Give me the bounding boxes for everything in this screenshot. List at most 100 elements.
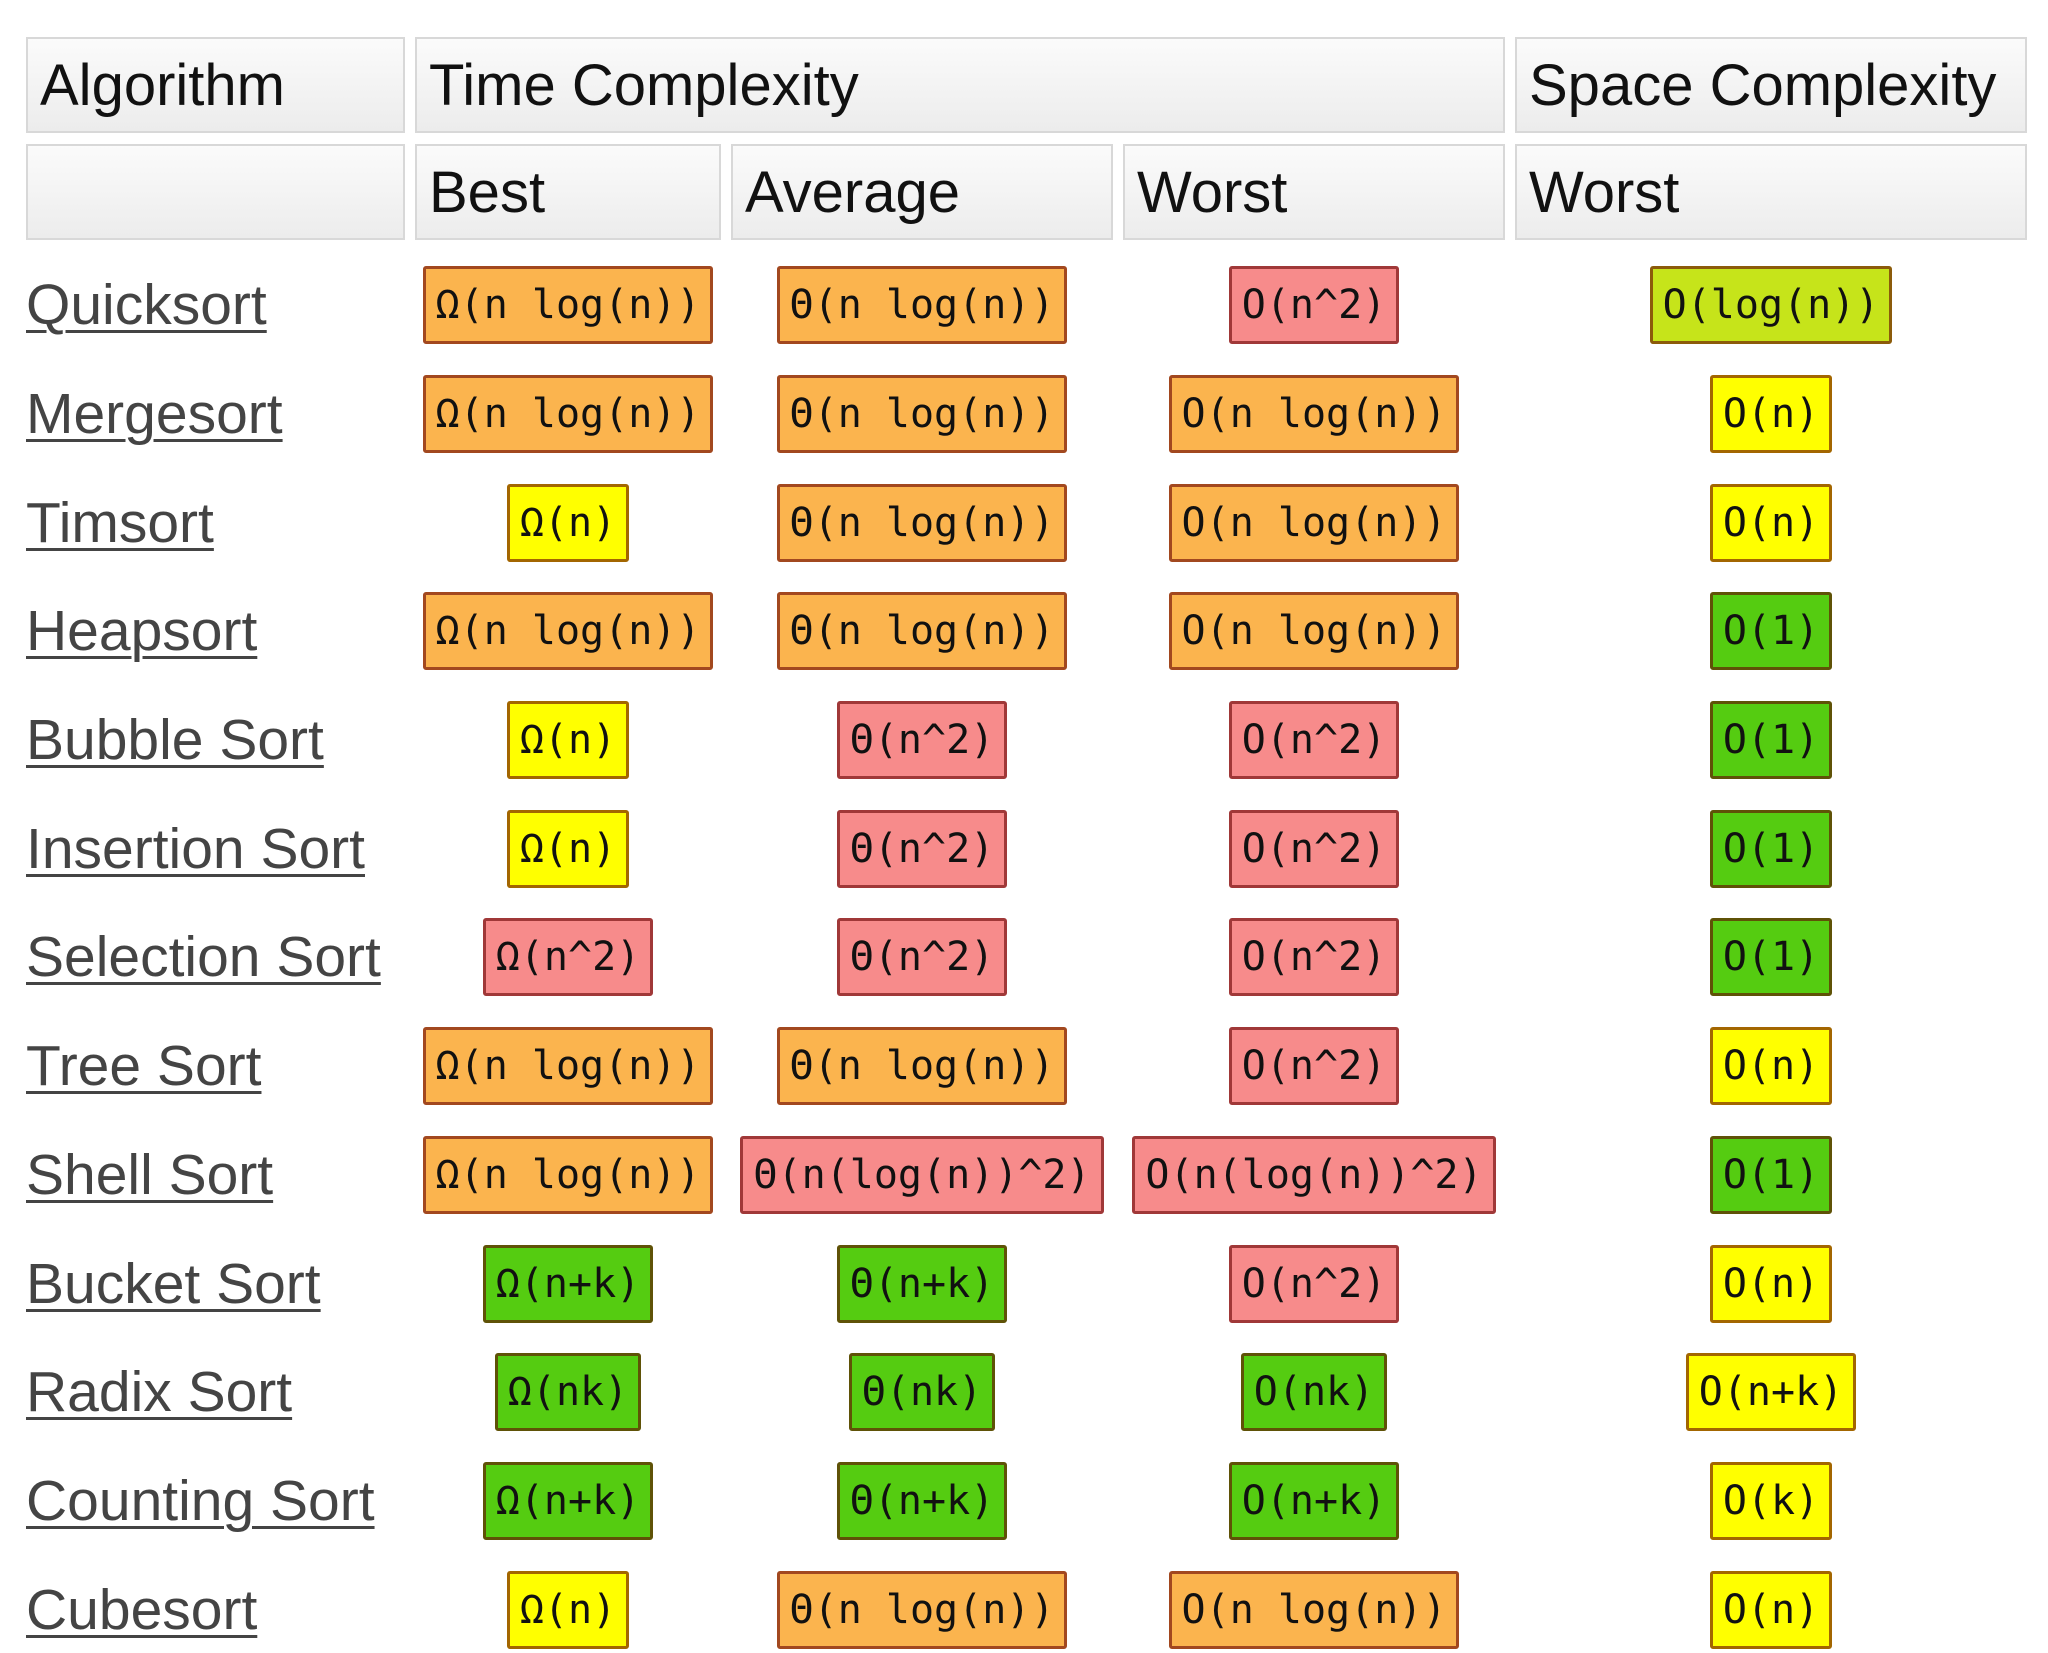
algorithm-link[interactable]: Cubesort [26, 1577, 258, 1642]
complexity-badge: O(k) [1709, 1461, 1833, 1540]
algorithm-link[interactable]: Bubble Sort [26, 708, 324, 773]
complexity-cell: Ω(n+k) [415, 1458, 721, 1545]
header-cell: Algorithm [26, 37, 405, 133]
complexity-cell: Θ(n log(n)) [731, 1023, 1113, 1110]
complexity-cell: O(n log(n)) [1123, 1566, 1505, 1653]
complexity-cell: Ω(n log(n)) [415, 588, 721, 675]
complexity-badge: Ω(n) [506, 701, 630, 780]
complexity-cell: O(nk) [1123, 1349, 1505, 1436]
complexity-cell: O(n+k) [1123, 1458, 1505, 1545]
header-cell: Worst [1123, 144, 1505, 240]
complexity-cell: O(n^2) [1123, 805, 1505, 892]
complexity-cell: O(n log(n)) [1123, 479, 1505, 566]
algorithm-link[interactable]: Radix Sort [26, 1360, 293, 1425]
complexity-cell: Ω(n^2) [415, 914, 721, 1001]
algorithm-link[interactable]: Timsort [26, 490, 214, 555]
complexity-badge: Θ(n^2) [836, 701, 1008, 780]
complexity-badge: Θ(n log(n)) [776, 266, 1068, 345]
complexity-badge: Θ(n log(n)) [776, 1027, 1068, 1106]
complexity-badge: O(n+k) [1228, 1461, 1400, 1540]
complexity-cell: Θ(nk) [731, 1349, 1113, 1436]
header-cell: Average [731, 144, 1113, 240]
complexity-badge: Ω(n) [506, 1570, 630, 1649]
complexity-cell: O(n) [1515, 1023, 2027, 1110]
complexity-badge: O(n^2) [1228, 1244, 1400, 1323]
complexity-badge: Θ(n log(n)) [776, 1570, 1068, 1649]
header-cell: Space Complexity [1515, 37, 2027, 133]
complexity-badge: O(1) [1709, 809, 1833, 888]
algorithm-link[interactable]: Insertion Sort [26, 816, 365, 881]
complexity-cell: O(n) [1515, 1240, 2027, 1327]
complexity-badge: O(1) [1709, 701, 1833, 780]
algorithm-link[interactable]: Mergesort [26, 382, 283, 447]
complexity-badge: Ω(n log(n)) [422, 1027, 714, 1106]
complexity-cell: Ω(n) [415, 479, 721, 566]
complexity-cell: O(1) [1515, 805, 2027, 892]
complexity-badge: Θ(n+k) [836, 1461, 1008, 1540]
complexity-cell: O(n) [1515, 479, 2027, 566]
complexity-cell: O(n(log(n))^2) [1123, 1132, 1505, 1219]
header-cell-empty [26, 144, 405, 240]
complexity-cell: Ω(n) [415, 697, 721, 784]
algorithm-link[interactable]: Bucket Sort [26, 1251, 321, 1316]
complexity-badge: O(n^2) [1228, 701, 1400, 780]
complexity-cell: Θ(n^2) [731, 697, 1113, 784]
complexity-cell: O(log(n)) [1515, 262, 2027, 349]
complexity-cell: Ω(n+k) [415, 1240, 721, 1327]
complexity-badge: O(n^2) [1228, 1027, 1400, 1106]
complexity-table: Algorithm Time Complexity Space Complexi… [26, 37, 2027, 1653]
complexity-badge: O(n) [1709, 1570, 1833, 1649]
complexity-badge: O(n) [1709, 483, 1833, 562]
complexity-badge: Ω(n+k) [482, 1461, 654, 1540]
complexity-cell: O(n) [1515, 1566, 2027, 1653]
complexity-cell: O(n+k) [1515, 1349, 2027, 1436]
algorithm-link[interactable]: Quicksort [26, 273, 267, 338]
complexity-cell: Θ(n log(n)) [731, 262, 1113, 349]
complexity-badge: O(n log(n)) [1168, 375, 1460, 454]
complexity-badge: Θ(n+k) [836, 1244, 1008, 1323]
header-cell: Time Complexity [415, 37, 1505, 133]
complexity-cell: Ω(n log(n)) [415, 1132, 721, 1219]
complexity-cell: O(n log(n)) [1123, 588, 1505, 675]
complexity-badge: Θ(n^2) [836, 809, 1008, 888]
algorithm-link[interactable]: Shell Sort [26, 1142, 274, 1207]
complexity-badge: Ω(n) [506, 809, 630, 888]
complexity-cell: Ω(n) [415, 805, 721, 892]
complexity-badge: O(n log(n)) [1168, 592, 1460, 671]
complexity-cell: Θ(n log(n)) [731, 371, 1113, 458]
complexity-cell: Θ(n+k) [731, 1240, 1113, 1327]
complexity-badge: O(n) [1709, 1027, 1833, 1106]
complexity-badge: Ω(n log(n)) [422, 375, 714, 454]
complexity-badge: O(n^2) [1228, 918, 1400, 997]
complexity-cell: O(n) [1515, 371, 2027, 458]
complexity-cell: Θ(n log(n)) [731, 1566, 1113, 1653]
complexity-badge: O(n^2) [1228, 809, 1400, 888]
complexity-cell: Ω(n log(n)) [415, 262, 721, 349]
complexity-badge: O(1) [1709, 1135, 1833, 1214]
complexity-cell: O(n^2) [1123, 1023, 1505, 1110]
algorithm-link[interactable]: Tree Sort [26, 1034, 262, 1099]
complexity-badge: O(1) [1709, 918, 1833, 997]
complexity-cell: Ω(n) [415, 1566, 721, 1653]
complexity-cell: O(1) [1515, 914, 2027, 1001]
complexity-cell: O(n log(n)) [1123, 371, 1505, 458]
complexity-cell: O(n^2) [1123, 262, 1505, 349]
complexity-cell: Θ(n^2) [731, 914, 1113, 1001]
complexity-cell: Ω(nk) [415, 1349, 721, 1436]
complexity-cell: Ω(n log(n)) [415, 1023, 721, 1110]
algorithm-link[interactable]: Heapsort [26, 599, 258, 664]
complexity-cell: O(1) [1515, 697, 2027, 784]
complexity-badge: Θ(n log(n)) [776, 375, 1068, 454]
complexity-badge: Ω(n^2) [482, 918, 654, 997]
complexity-badge: O(n) [1709, 375, 1833, 454]
complexity-badge: O(nk) [1240, 1353, 1388, 1432]
complexity-badge: O(n^2) [1228, 266, 1400, 345]
complexity-badge: Θ(n^2) [836, 918, 1008, 997]
page: Algorithm Time Complexity Space Complexi… [26, 37, 2027, 1649]
complexity-cell: Θ(n log(n)) [731, 588, 1113, 675]
algorithm-link[interactable]: Selection Sort [26, 925, 381, 990]
complexity-cell: O(1) [1515, 588, 2027, 675]
complexity-badge: O(n) [1709, 1244, 1833, 1323]
algorithm-link[interactable]: Counting Sort [26, 1468, 375, 1533]
complexity-badge: Θ(n log(n)) [776, 592, 1068, 671]
